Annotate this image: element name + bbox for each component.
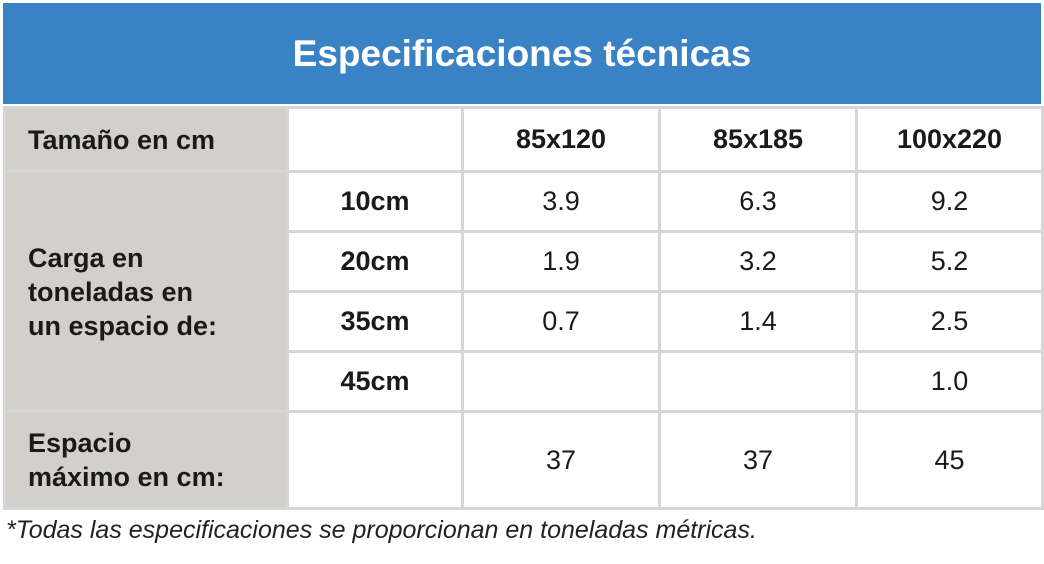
- load-value: 5.2: [855, 230, 1044, 293]
- load-value: 9.2: [855, 170, 1044, 233]
- load-value: 2.5: [855, 290, 1044, 353]
- max-value: 45: [855, 410, 1044, 510]
- load-row: 45cm 1.0: [5, 350, 1044, 413]
- title: Especificaciones técnicas: [292, 32, 752, 74]
- load-value: 1.0: [855, 350, 1044, 413]
- load-value: 3.2: [658, 230, 858, 293]
- max-value: 37: [461, 410, 661, 510]
- spacing-label: 20cm: [286, 230, 464, 293]
- title-bar: Especificaciones técnicas: [3, 3, 1041, 104]
- load-value: 3.9: [461, 170, 661, 233]
- size: 85x120: [461, 106, 661, 173]
- max-value: 37: [658, 410, 858, 510]
- empty-cell: [286, 106, 464, 173]
- load-row: Carga en toneladas en un espacio de: 10cm…: [3, 170, 1044, 413]
- load-row: 20cm 1.9 3.2 5.2: [5, 230, 1044, 293]
- header-row: Tamaño en cm 85x120 85x185 100x220: [3, 106, 1044, 173]
- load-label: Carga en toneladas en un espacio de:: [3, 170, 289, 413]
- table-body: Tamaño en cm 85x120 85x185 100x220 Carga…: [3, 106, 1044, 510]
- load-row: 35cm 0.7 1.4 2.5: [5, 290, 1044, 353]
- size: 100x220: [855, 106, 1044, 173]
- size-label: Tamaño en cm: [3, 106, 289, 173]
- spacing-label: 35cm: [286, 290, 464, 353]
- load-value: 6.3: [658, 170, 858, 233]
- size: 85x185: [658, 106, 858, 173]
- max-row: Espacio máximo en cm: 37 37 45: [3, 410, 1044, 510]
- load-value: 1.9: [461, 230, 661, 293]
- spec-table: Tamaño en cm 85x120 85x185 100x220 Carga…: [3, 106, 1044, 510]
- spacing-label: 45cm: [286, 350, 464, 413]
- footnote: *Todas las especificaciones se proporcio…: [6, 516, 757, 544]
- load-value: [461, 350, 661, 413]
- empty-cell: [286, 410, 464, 510]
- load-value: 0.7: [461, 290, 661, 353]
- max-label: Espacio máximo en cm:: [3, 410, 289, 510]
- spacing-label: 10cm: [286, 170, 464, 233]
- load-value: 1.4: [658, 290, 858, 353]
- load-value: [658, 350, 858, 413]
